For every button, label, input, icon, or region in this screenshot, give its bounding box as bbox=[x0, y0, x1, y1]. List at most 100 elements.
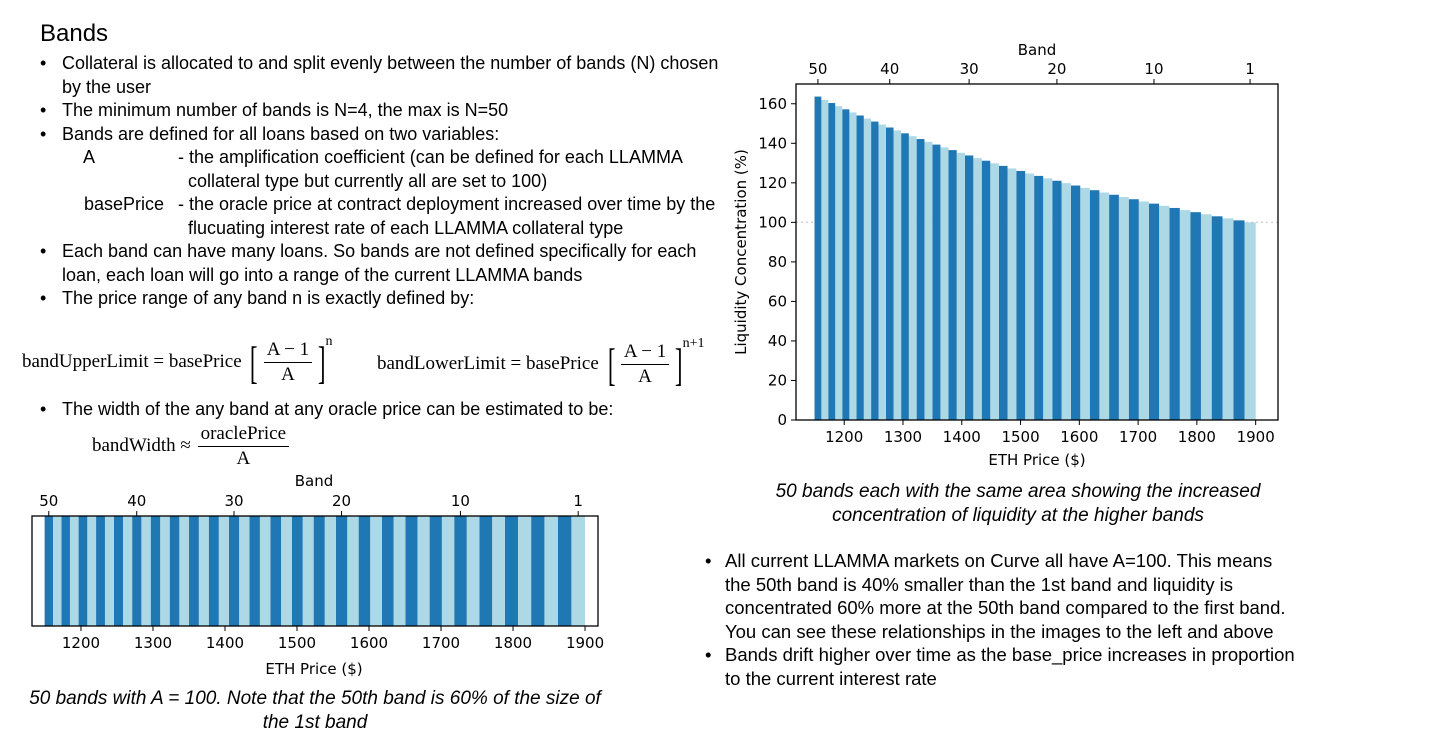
band-bar bbox=[544, 516, 558, 626]
band-bar bbox=[998, 165, 1008, 420]
band-bar bbox=[52, 516, 62, 626]
x-tick-label: 1500 bbox=[278, 634, 316, 652]
exponent: n+1 bbox=[682, 335, 705, 351]
band-bar bbox=[417, 516, 430, 626]
band-tick-label: 10 bbox=[451, 492, 470, 510]
band-bar bbox=[1089, 190, 1100, 420]
x-axis-label: ETH Price ($) bbox=[988, 451, 1085, 469]
y-tick-label: 80 bbox=[768, 253, 787, 271]
bullet-item: Bands are defined for all loans based on… bbox=[38, 123, 738, 147]
band-bar bbox=[973, 158, 982, 420]
band-bar bbox=[1233, 220, 1245, 420]
band-bar bbox=[479, 516, 493, 626]
left-axis: 0 20 40 60 80 100 120 140 160 bbox=[758, 95, 796, 429]
band-bar bbox=[347, 516, 359, 626]
band-bar bbox=[132, 516, 142, 626]
band-bar bbox=[335, 516, 348, 626]
band-bar bbox=[956, 152, 965, 420]
band-bar bbox=[557, 516, 572, 626]
x-tick-label: 1800 bbox=[1178, 428, 1216, 446]
band-bar bbox=[916, 139, 925, 420]
band-bar bbox=[1138, 201, 1149, 420]
fraction: oraclePrice A bbox=[197, 422, 290, 471]
band-bar bbox=[1179, 210, 1191, 420]
bars-group bbox=[814, 96, 1256, 421]
y-tick-label: 0 bbox=[777, 411, 787, 429]
band-bar bbox=[393, 516, 406, 626]
band-bar bbox=[901, 133, 909, 420]
band-bar bbox=[324, 516, 336, 626]
bullet-item: The minimum number of bands is N=4, the … bbox=[38, 99, 738, 123]
band-tick-label: 50 bbox=[39, 492, 58, 510]
bars-group bbox=[44, 516, 586, 626]
band-bar bbox=[981, 160, 991, 421]
band-bar bbox=[940, 147, 949, 420]
band-bar bbox=[1128, 199, 1139, 420]
band-bar bbox=[1043, 178, 1053, 420]
band-bar bbox=[863, 118, 872, 420]
formula-lhs: bandWidth ≈ bbox=[92, 434, 191, 456]
x-axis-label: ETH Price ($) bbox=[265, 660, 362, 678]
x-tick-label: 1200 bbox=[825, 428, 863, 446]
x-tick-label: 1700 bbox=[422, 634, 460, 652]
x-tick-label: 1900 bbox=[566, 634, 604, 652]
band-bar bbox=[835, 106, 843, 421]
numerator: A − 1 bbox=[620, 340, 670, 365]
band-tick-label: 40 bbox=[880, 60, 899, 78]
band-bar bbox=[405, 516, 418, 626]
x-tick-label: 1200 bbox=[62, 634, 100, 652]
right-bullet-list: All current LLAMMA markets on Curve all … bbox=[703, 549, 1303, 690]
x-tick-label: 1800 bbox=[494, 634, 532, 652]
band-bar bbox=[370, 516, 382, 626]
band-tick-label: 30 bbox=[224, 492, 243, 510]
band-bar bbox=[990, 163, 999, 420]
band-bar bbox=[531, 516, 545, 626]
denominator: A bbox=[638, 366, 652, 387]
bullet-item: Bands drift higher over time as the base… bbox=[703, 643, 1303, 690]
band-bar bbox=[878, 124, 886, 420]
band-tick-label: 50 bbox=[808, 60, 827, 78]
bullet-list-2: The width of the any band at any oracle … bbox=[38, 398, 738, 422]
band-bar bbox=[1025, 173, 1035, 420]
numerator: oraclePrice bbox=[197, 422, 290, 447]
band-bar bbox=[104, 516, 114, 626]
band-tick-label: 20 bbox=[1047, 60, 1066, 78]
band-bar bbox=[1244, 222, 1256, 420]
band-tick-label: 1 bbox=[573, 492, 583, 510]
band-bar bbox=[1034, 175, 1044, 420]
variable-desc: - the amplification coefficient (can be … bbox=[178, 147, 682, 191]
band-bar bbox=[160, 516, 170, 626]
caption-right: 50 bands each with the same area showing… bbox=[775, 481, 1261, 526]
band-bar bbox=[964, 155, 974, 420]
band-bar bbox=[87, 516, 97, 626]
denominator: A bbox=[281, 364, 295, 385]
band-bar bbox=[1190, 212, 1201, 420]
bottom-axis: 1200 1300 1400 1500 1600 1700 1800 1900 bbox=[825, 420, 1275, 446]
band-tick-label: 20 bbox=[332, 492, 351, 510]
band-bar bbox=[1016, 170, 1026, 420]
band-bar bbox=[849, 112, 857, 420]
y-tick-label: 40 bbox=[768, 332, 787, 350]
formula-lhs: bandUpperLimit = basePrice bbox=[22, 350, 242, 372]
x-tick-label: 1700 bbox=[1119, 428, 1157, 446]
band-bar bbox=[1052, 180, 1062, 420]
bullet-item: Collateral is allocated to and split eve… bbox=[38, 52, 738, 99]
y-tick-label: 140 bbox=[758, 134, 787, 152]
band-tick-label: 40 bbox=[127, 492, 146, 510]
band-tick-label: 10 bbox=[1144, 60, 1163, 78]
band-bar bbox=[69, 516, 79, 626]
band-bar bbox=[856, 115, 864, 420]
bullet-item: The price range of any band n is exactly… bbox=[38, 287, 738, 311]
band-bar bbox=[61, 516, 70, 626]
band-bar bbox=[381, 516, 394, 626]
band-bar bbox=[948, 150, 957, 420]
band-bar bbox=[504, 516, 518, 626]
y-tick-label: 100 bbox=[758, 213, 787, 231]
band-bar bbox=[1099, 192, 1110, 420]
band-bar bbox=[189, 516, 199, 626]
band-bar bbox=[466, 516, 480, 626]
band-bar bbox=[1118, 197, 1129, 420]
numerator: A − 1 bbox=[263, 338, 313, 363]
variable-desc: - the oracle price at contract deploymen… bbox=[178, 194, 716, 238]
liquidity-concentration-chart: 1200 1300 1400 1500 1600 1700 1800 1900 50 40 30 2… bbox=[732, 41, 1279, 469]
